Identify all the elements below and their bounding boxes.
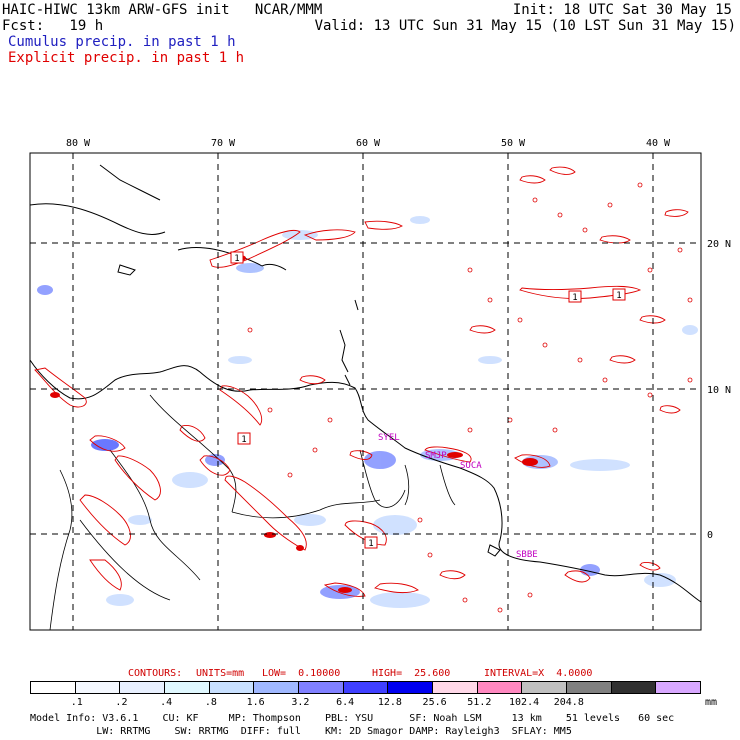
interval-caption: INTERVAL=X 4.0000 xyxy=(484,668,593,679)
legend-tick-label: 3.2 xyxy=(291,697,310,708)
lat-lon-grid xyxy=(30,153,701,630)
legend-tick-label: .8 xyxy=(204,697,217,708)
lon-label: 70 W xyxy=(211,138,236,149)
legend-swatch xyxy=(655,682,701,693)
lon-label: 50 W xyxy=(501,138,526,149)
station-labels: SYEL SMJP SOCA SBBE xyxy=(378,433,538,560)
legend-unit: mm xyxy=(705,697,718,708)
contours-caption: CONTOURS: xyxy=(128,668,183,679)
legend-swatch xyxy=(31,682,75,693)
explicit-precip-cores xyxy=(50,255,538,593)
lat-label: 20 N xyxy=(707,239,731,250)
legend-tick-label: 6.4 xyxy=(336,697,355,708)
high-caption: HIGH= 25.600 xyxy=(372,668,451,679)
lat-label: 10 N xyxy=(707,385,731,396)
legend-swatch xyxy=(342,682,388,693)
lat-label: 0 xyxy=(707,530,713,541)
legend-swatch xyxy=(164,682,209,693)
lon-label: 80 W xyxy=(66,138,91,149)
legend-tick-label: 51.2 xyxy=(467,697,492,708)
model-info-line2: LW: RRTMG SW: RRTMG DIFF: full KM: 2D Sm… xyxy=(30,726,572,737)
legend-swatch xyxy=(253,682,299,693)
valid-time: Valid: 13 UTC Sun 31 May 15 (10 LST Sun … xyxy=(314,18,736,34)
lon-label: 40 W xyxy=(646,138,671,149)
cumulus-precip-label: Cumulus precip. in past 1 h xyxy=(8,34,236,50)
forecast-hour: Fcst: 19 h xyxy=(2,18,104,34)
contour-label: 1 xyxy=(572,293,577,303)
map-frame xyxy=(29,152,702,631)
contour-label: 1 xyxy=(234,254,239,264)
cumulus-precip-areas xyxy=(37,216,698,608)
legend-swatch xyxy=(119,682,165,693)
contour-label: 1 xyxy=(241,435,246,445)
legend-tick-label: .1 xyxy=(70,697,83,708)
legend-swatch xyxy=(610,682,656,693)
low-caption: LOW= 0.10000 xyxy=(262,668,341,679)
model-title: HAIC-HIWC 13km ARW-GFS init NCAR/MMM xyxy=(2,2,323,18)
color-legend-bar xyxy=(30,681,701,694)
legend-swatch xyxy=(521,682,567,693)
lon-label: 60 W xyxy=(356,138,381,149)
station-label: SMJP xyxy=(425,451,447,461)
init-time: Init: 18 UTC Sat 30 May 15 xyxy=(512,2,732,18)
legend-swatch xyxy=(74,682,120,693)
legend-tick-label: .4 xyxy=(160,697,173,708)
station-label: SBBE xyxy=(516,550,538,560)
units-caption: UNITS=mm xyxy=(196,668,245,679)
borders xyxy=(49,394,456,630)
contour-label: 1 xyxy=(616,291,621,301)
model-info-line1: Model Info: V3.6.1 CU: KF MP: Thompson P… xyxy=(30,713,675,724)
legend-tick-label: 25.6 xyxy=(422,697,447,708)
legend-swatch xyxy=(432,682,477,693)
legend-swatch xyxy=(476,682,522,693)
station-label: SYEL xyxy=(378,433,400,443)
legend-swatch xyxy=(208,682,254,693)
contour-label-boxes xyxy=(230,251,626,549)
legend-swatch xyxy=(566,682,611,693)
legend-tick-label: 204.8 xyxy=(553,697,584,708)
legend-tick-label: 12.8 xyxy=(377,697,402,708)
legend-tick-label: .2 xyxy=(115,697,128,708)
legend-tick-label: 1.6 xyxy=(246,697,265,708)
legend-swatch xyxy=(387,682,433,693)
station-label: SOCA xyxy=(460,461,482,471)
explicit-precip-contours xyxy=(34,166,689,597)
explicit-precip-label: Explicit precip. in past 1 h xyxy=(8,50,245,66)
legend-swatch xyxy=(298,682,343,693)
contour-label: 1 xyxy=(368,539,373,549)
legend-tick-label: 102.4 xyxy=(509,697,540,708)
